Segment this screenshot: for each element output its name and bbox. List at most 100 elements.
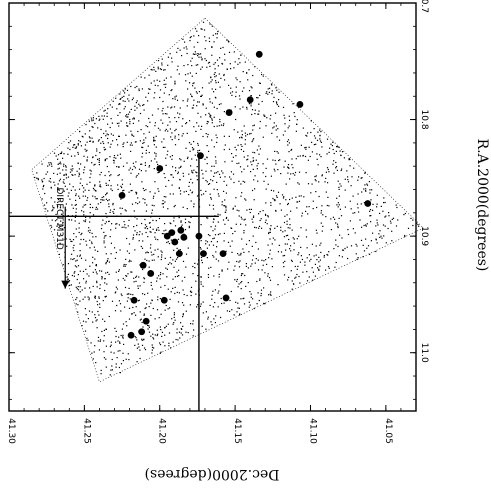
background-star	[186, 132, 188, 134]
background-star	[206, 123, 208, 125]
background-star	[358, 211, 360, 213]
background-star	[239, 62, 241, 64]
background-star	[242, 273, 244, 275]
background-star	[234, 265, 236, 267]
background-star	[104, 289, 106, 292]
background-star	[65, 203, 67, 205]
background-star	[53, 229, 56, 231]
background-star	[94, 249, 96, 251]
background-star	[322, 225, 324, 227]
background-star	[252, 160, 254, 162]
background-star	[122, 100, 124, 102]
background-star	[183, 65, 185, 67]
background-star	[252, 255, 254, 257]
background-star	[312, 271, 314, 273]
background-star	[219, 233, 221, 235]
background-star	[119, 153, 121, 155]
background-star	[160, 119, 162, 121]
background-star	[235, 95, 237, 98]
background-star	[62, 169, 64, 171]
background-star	[248, 306, 250, 308]
background-star	[235, 77, 237, 79]
background-star	[379, 230, 381, 232]
background-star	[265, 92, 267, 94]
background-star	[212, 230, 214, 232]
background-star	[62, 214, 64, 217]
background-star	[305, 146, 307, 148]
background-star	[226, 184, 228, 186]
background-star	[283, 114, 285, 116]
background-star	[260, 292, 262, 295]
background-star	[301, 215, 303, 217]
background-star	[192, 104, 195, 106]
background-star	[248, 251, 250, 253]
background-star	[234, 230, 236, 232]
background-star	[191, 147, 194, 149]
background-star	[73, 272, 75, 274]
background-star	[100, 142, 102, 144]
background-star	[79, 197, 81, 199]
background-star	[288, 276, 290, 278]
background-star	[118, 366, 120, 369]
background-star	[244, 61, 246, 63]
background-star	[346, 170, 348, 172]
background-star	[58, 162, 60, 165]
background-star	[64, 185, 66, 187]
background-star	[275, 112, 277, 114]
background-star	[231, 251, 233, 253]
background-star	[285, 199, 287, 201]
background-star	[195, 64, 197, 66]
background-star	[261, 100, 263, 103]
background-star	[180, 165, 182, 167]
background-star	[164, 69, 166, 71]
background-star	[232, 156, 234, 158]
background-star	[254, 66, 256, 68]
background-star	[182, 325, 184, 327]
background-star	[144, 198, 146, 201]
background-star	[297, 254, 299, 256]
background-star	[141, 156, 143, 158]
background-star	[154, 181, 156, 183]
background-star	[209, 101, 211, 103]
background-star	[221, 204, 223, 206]
background-star	[88, 310, 91, 312]
background-star	[161, 256, 163, 258]
background-star	[218, 276, 220, 278]
background-star	[150, 335, 152, 337]
background-star	[150, 284, 152, 286]
background-star	[48, 180, 50, 182]
background-star	[74, 144, 76, 146]
background-star	[103, 115, 105, 117]
background-star	[274, 159, 276, 162]
background-star	[238, 266, 241, 268]
background-star	[253, 124, 255, 126]
background-star	[209, 235, 211, 237]
background-star	[86, 159, 88, 161]
background-star	[241, 137, 243, 139]
background-star	[110, 133, 112, 135]
background-star	[169, 53, 171, 55]
background-star	[225, 205, 227, 207]
background-star	[196, 122, 198, 124]
background-star	[84, 148, 86, 150]
background-star	[84, 195, 87, 197]
background-star	[256, 280, 258, 283]
background-star	[129, 167, 131, 169]
highlighted-source-point	[160, 296, 168, 304]
background-star	[211, 102, 213, 104]
background-star	[304, 261, 306, 263]
background-star	[382, 210, 384, 212]
background-star	[223, 149, 225, 151]
background-star	[252, 157, 254, 159]
background-star	[103, 231, 105, 233]
background-star	[125, 227, 127, 229]
background-star	[174, 137, 176, 139]
background-star	[239, 81, 241, 83]
background-star	[319, 154, 321, 156]
background-star	[293, 242, 295, 244]
background-star	[110, 174, 112, 176]
background-star	[364, 184, 366, 186]
background-star	[291, 260, 293, 262]
background-star	[363, 224, 365, 227]
background-star	[271, 266, 273, 268]
